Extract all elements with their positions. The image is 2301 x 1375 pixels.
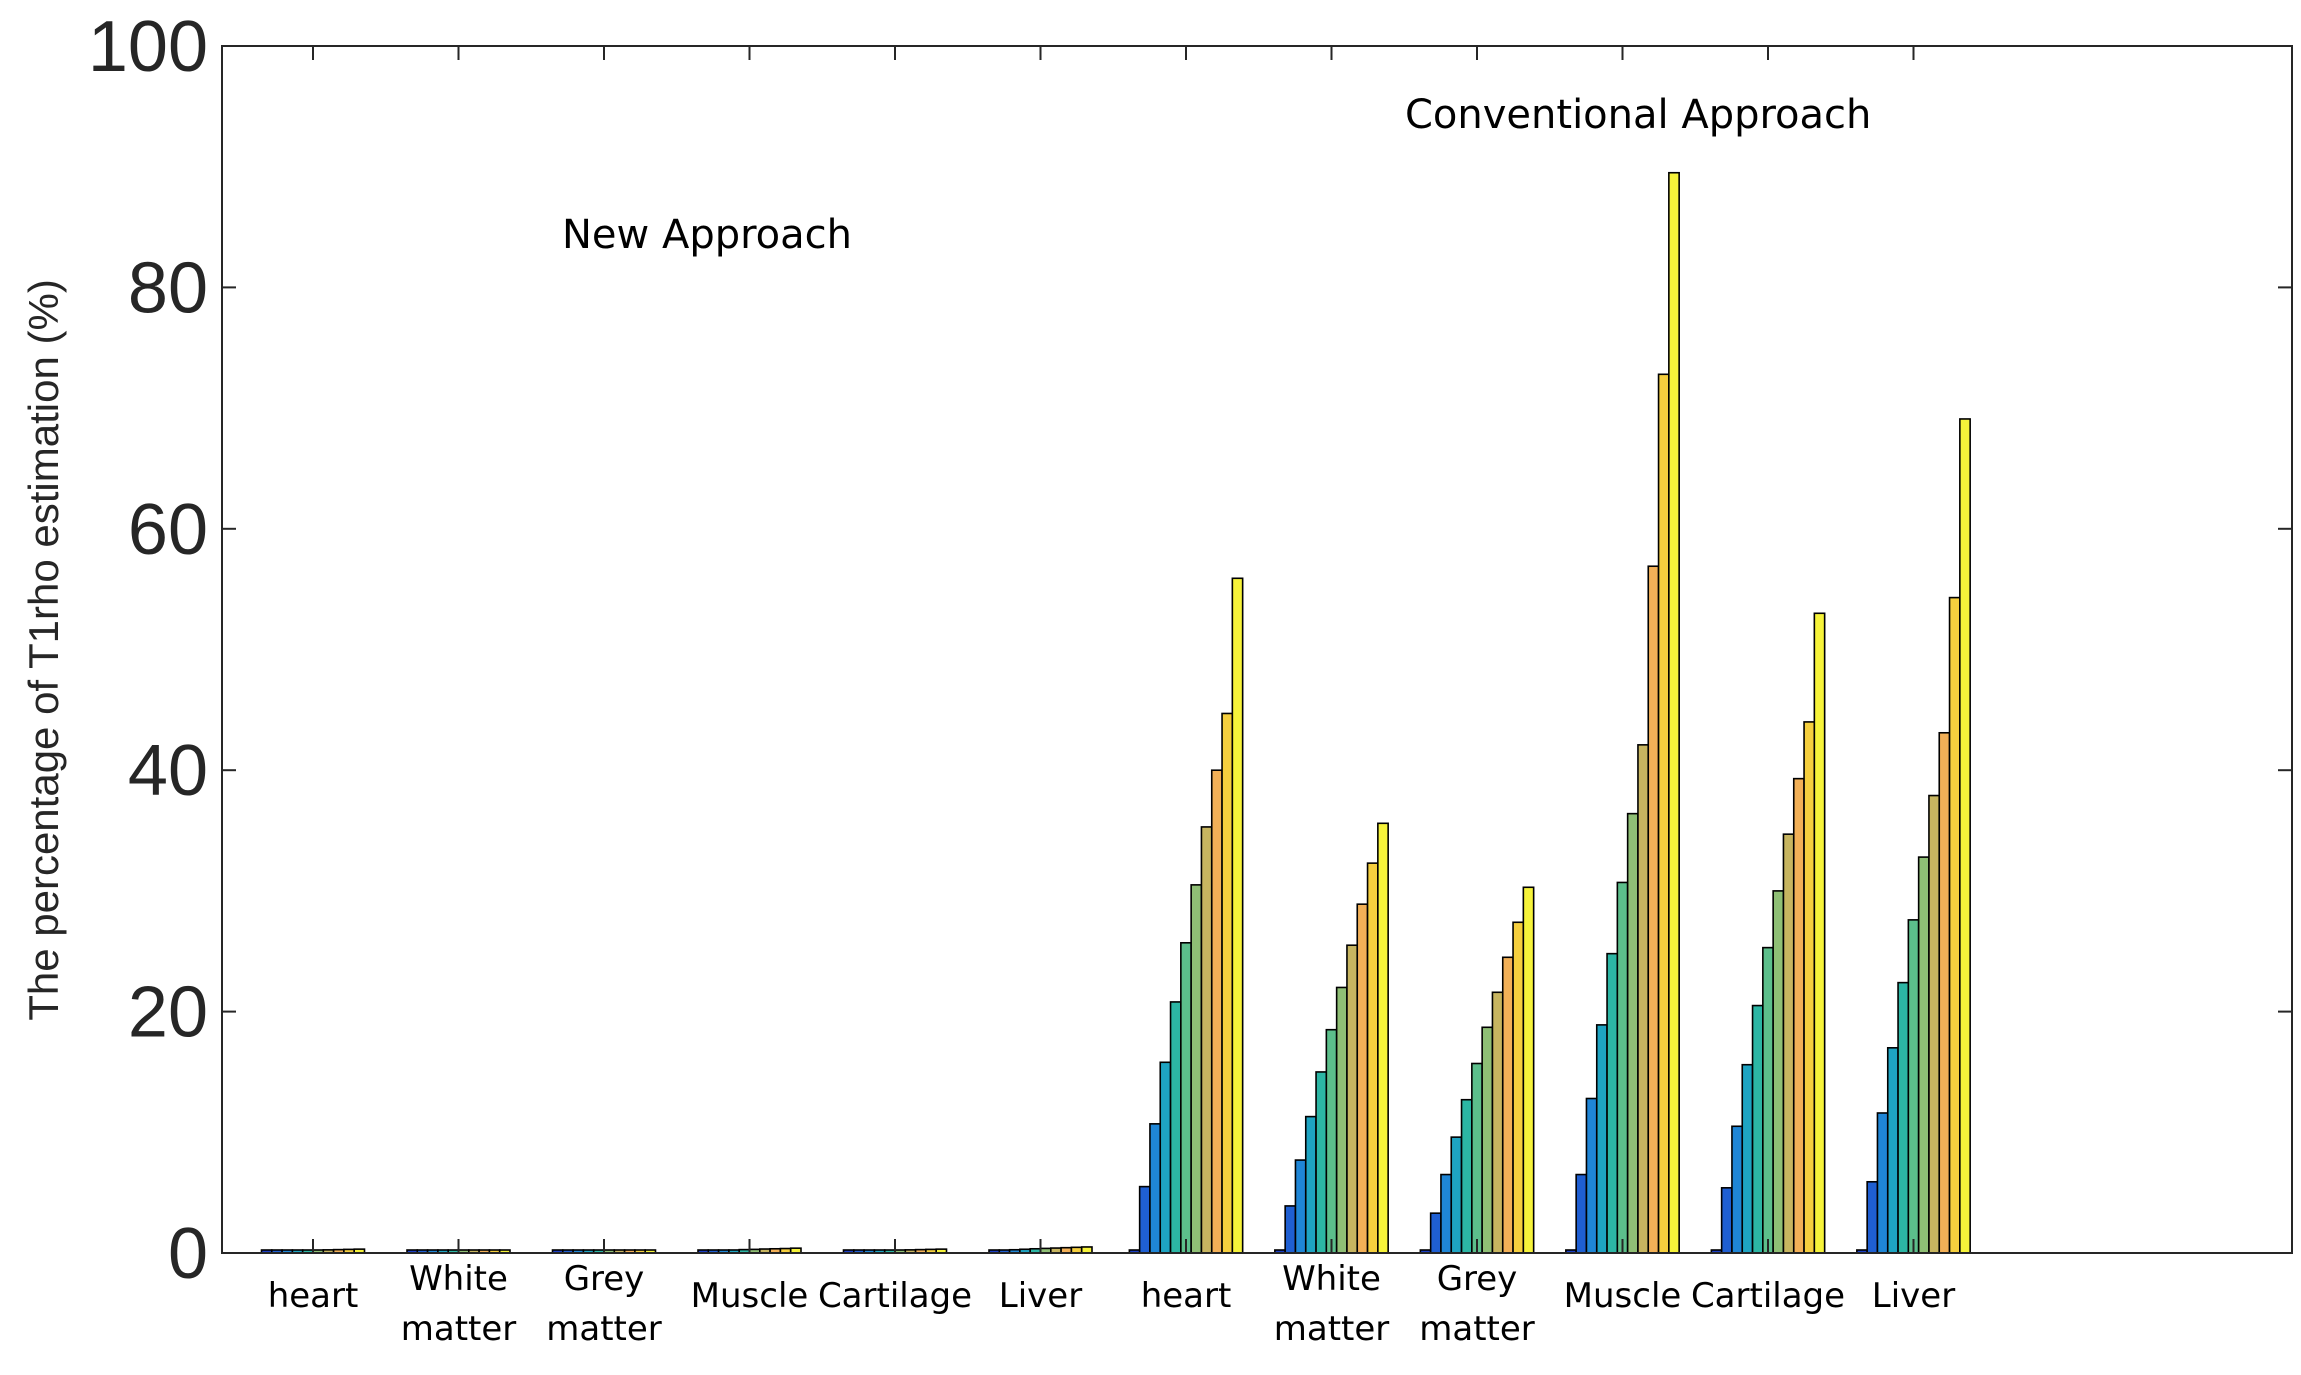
- bar-g10-b10: [1813, 612, 1826, 1254]
- bar-g8-b3: [1450, 1136, 1463, 1254]
- category-label-8-1: matter: [1419, 1309, 1535, 1349]
- bar-g9-b10: [1668, 171, 1680, 1254]
- y-tick-labels: 0 20 40 60 80 100: [88, 7, 208, 1294]
- bar-g6-b10: [1231, 577, 1244, 1254]
- bar-g8-b5: [1471, 1062, 1483, 1254]
- bar-g10-b6: [1772, 890, 1785, 1254]
- bar-g7-b5: [1325, 1028, 1338, 1254]
- bar-g11-b8: [1938, 731, 1951, 1254]
- bar-g11-b5: [1907, 919, 1920, 1254]
- category-label-1-0: White: [409, 1259, 508, 1299]
- bar-g7-b8: [1356, 903, 1369, 1254]
- bar-g9-b3: [1595, 1024, 1608, 1254]
- bar-g8-b2: [1440, 1173, 1453, 1254]
- bar-g8-b1: [1429, 1212, 1442, 1254]
- bar-g9-b9: [1657, 373, 1670, 1254]
- bar-g10-b9: [1803, 721, 1816, 1254]
- bar-g8-b7: [1491, 991, 1504, 1254]
- bar-g11-b1: [1866, 1180, 1879, 1254]
- bar-g6-b7: [1200, 826, 1213, 1254]
- bar-g9-b1: [1575, 1173, 1588, 1254]
- bar-g10-b5: [1762, 946, 1774, 1254]
- bar-g6-b8: [1210, 769, 1223, 1254]
- category-label-9-0: Muscle: [1564, 1276, 1682, 1316]
- bar-g11-b4: [1897, 981, 1910, 1254]
- plot-background: [222, 46, 2292, 1253]
- category-label-5-0: Liver: [999, 1276, 1082, 1316]
- bar-g7-b2: [1294, 1159, 1307, 1254]
- bar-g7-b10: [1377, 822, 1389, 1254]
- category-label-11-0: Liver: [1872, 1276, 1955, 1316]
- bar-g7-b6: [1335, 986, 1348, 1254]
- bar-g7-b9: [1366, 862, 1379, 1254]
- bar-g8-b8: [1501, 956, 1514, 1254]
- bar-g6-b2: [1149, 1123, 1162, 1254]
- bar-g11-b3: [1886, 1047, 1899, 1254]
- category-label-1-1: matter: [401, 1309, 517, 1349]
- bar-g6-b3: [1159, 1061, 1172, 1254]
- bar-g9-b7: [1637, 744, 1650, 1254]
- category-label-2-1: matter: [546, 1309, 662, 1349]
- y-tick-label-5: 100: [88, 7, 208, 87]
- bar-g9-b4: [1606, 952, 1619, 1254]
- bar-g10-b1: [1720, 1187, 1733, 1254]
- bar-g6-b5: [1180, 941, 1192, 1254]
- category-label-7-1: matter: [1274, 1309, 1390, 1349]
- category-label-0-0: heart: [268, 1276, 359, 1316]
- bar-g11-b10: [1959, 418, 1971, 1254]
- bar-g6-b6: [1190, 884, 1203, 1254]
- bars-layer: [260, 171, 1971, 1254]
- bar-g9-b5: [1616, 881, 1629, 1254]
- category-label-4-0: Cartilage: [818, 1276, 972, 1316]
- category-label-3-0: Muscle: [691, 1276, 809, 1316]
- bar-g7-b4: [1315, 1071, 1328, 1254]
- category-label-10-0: Cartilage: [1691, 1276, 1845, 1316]
- y-tick-label-4: 80: [128, 248, 208, 328]
- annotation-conventional-approach: Conventional Approach: [1405, 92, 1871, 138]
- bar-g8-b4: [1460, 1098, 1473, 1254]
- bar-g7-b7: [1346, 944, 1359, 1254]
- bar-g6-b4: [1169, 1001, 1182, 1254]
- bar-g11-b2: [1876, 1112, 1889, 1254]
- bar-g10-b8: [1792, 777, 1805, 1254]
- y-tick-label-0: 0: [168, 1214, 208, 1294]
- bar-g7-b3: [1304, 1115, 1317, 1254]
- bar-g8-b9: [1512, 921, 1525, 1254]
- bar-g7-b1: [1284, 1205, 1297, 1254]
- category-label-7-0: White: [1282, 1259, 1381, 1299]
- bar-g9-b8: [1647, 565, 1660, 1254]
- y-tick-label-2: 40: [128, 731, 208, 811]
- bar-g10-b3: [1741, 1063, 1754, 1254]
- bar-g9-b6: [1626, 812, 1639, 1254]
- bar-g6-b1: [1138, 1185, 1151, 1254]
- plot-frame: [221, 45, 2293, 1254]
- y-axis-label: The percentage of T1rho estimation (%): [20, 279, 67, 1021]
- bar-g10-b4: [1751, 1004, 1764, 1254]
- category-label-8-0: Grey: [1437, 1259, 1518, 1299]
- bar-g11-b7: [1928, 794, 1941, 1254]
- bar-g9-b2: [1585, 1097, 1598, 1254]
- bar-g11-b6: [1917, 856, 1930, 1254]
- bar-g11-b9: [1948, 596, 1961, 1254]
- bar-g6-b9: [1221, 712, 1234, 1254]
- y-tick-label-1: 20: [128, 973, 208, 1053]
- bar-g8-b10: [1522, 886, 1535, 1254]
- y-tick-label-3: 60: [128, 490, 208, 570]
- bar-g10-b2: [1731, 1125, 1744, 1254]
- bar-g10-b7: [1782, 833, 1795, 1254]
- category-label-6-0: heart: [1141, 1276, 1232, 1316]
- bar-g8-b6: [1481, 1026, 1494, 1254]
- category-label-2-0: Grey: [564, 1259, 645, 1299]
- annotation-new-approach: New Approach: [562, 212, 852, 258]
